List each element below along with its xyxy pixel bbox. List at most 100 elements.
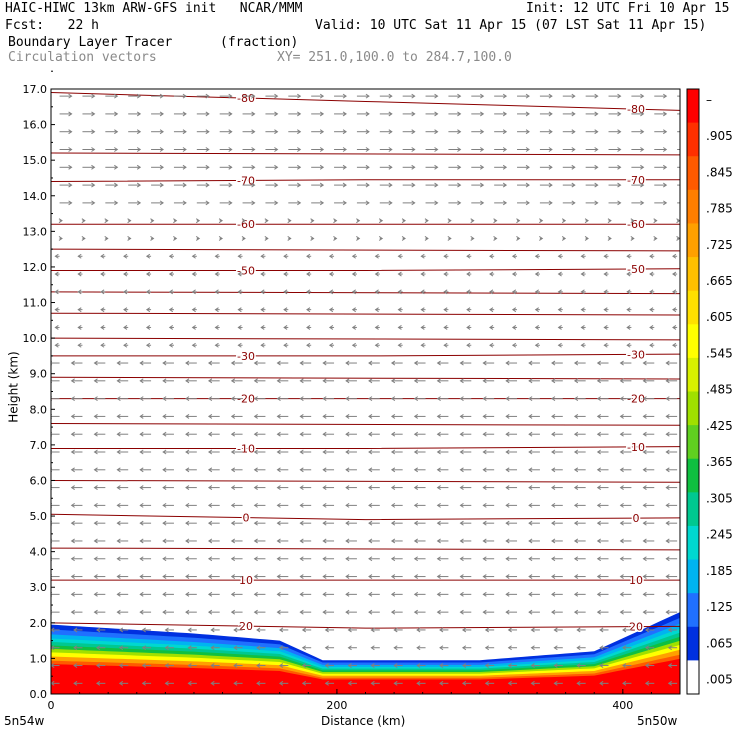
vector-arrow [534,253,540,259]
vector-arrow [145,342,152,348]
vector-arrow [173,182,187,188]
vector-arrow [283,253,289,259]
vector-arrow [557,342,563,348]
vector-arrow [187,627,197,633]
vector-arrow [642,556,655,562]
vector-arrow [493,236,498,241]
vector-arrow [425,147,439,152]
vector-arrow [100,307,106,313]
vector-arrow [631,164,645,170]
vector-arrow [466,271,472,277]
temperature-contours: -80-80-70 -70-60 -60-50 -50-30 -30-20 -20-10-… [51,91,680,635]
vector-arrow [196,93,210,99]
vector-arrow [603,271,609,277]
vector-arrow [551,396,563,402]
vector-arrow [260,342,266,348]
vector-arrow [356,164,370,170]
vector-arrow [368,413,380,419]
vector-arrow [424,236,429,241]
colorbar-label: .005 [706,673,733,687]
vector-arrow [207,396,220,402]
vector-arrow [642,431,655,437]
vector-arrow [619,449,632,455]
vector-arrow [145,325,152,330]
vector-arrow [230,574,243,579]
vector-arrow [517,93,530,99]
vector-arrow [608,111,622,117]
vector-arrow [517,200,530,206]
vector-arrow [471,93,485,99]
vector-arrow [596,520,609,526]
vector-arrow [168,271,174,277]
vector-arrow [580,342,586,348]
vector-arrow [276,431,289,437]
vector-arrow [573,396,586,402]
vector-arrow [356,93,370,99]
x-tick-label: 0 [48,699,55,712]
vector-arrow [96,627,106,633]
vector-arrow [260,307,266,313]
vector-arrow [93,360,106,366]
vector-arrow [528,378,540,384]
vector-arrow [505,431,518,437]
vector-arrow [288,147,302,152]
vector-arrow [596,360,609,366]
colorbar-label: .725 [706,238,733,252]
vector-arrow [328,289,335,295]
vector-arrow [283,307,289,313]
vector-arrow [173,236,178,241]
vector-arrow [642,360,655,366]
vector-arrow [459,609,472,615]
vector-arrow [139,556,152,562]
vector-arrow [580,325,586,330]
vector-arrow [311,164,325,170]
vector-arrow [311,93,325,99]
vector-arrow [322,485,335,491]
vector-arrow [534,342,540,348]
vector-arrow [471,200,485,206]
vector-arrow [642,396,655,402]
vector-arrow [93,520,106,526]
vector-arrow [562,93,576,99]
vector-arrow [334,164,347,170]
vector-arrow [368,502,380,508]
vector-arrow [494,164,508,170]
vector-arrow [424,218,429,224]
vector-arrow [276,538,289,544]
y-tick-label: 15.0 [23,154,48,167]
vector-arrow [219,111,233,117]
vector-arrow [218,218,223,224]
vector-arrow [505,591,518,597]
vector-arrow [665,591,678,597]
vector-arrow [665,538,678,544]
contour-line-extra-1 [51,248,680,252]
vector-arrow [436,574,449,579]
vector-arrow [528,520,540,526]
vector-arrow [573,502,586,508]
vector-arrow [345,449,357,455]
vector-arrow [233,663,243,668]
y-tick-label: 7.0 [30,439,48,452]
vector-arrow [580,289,586,295]
vector-arrow [459,413,472,419]
vector-arrow [413,360,426,366]
vector-arrow [283,325,289,330]
vector-arrow [484,680,495,686]
vector-arrow [557,271,563,277]
vector-arrow [459,520,472,526]
vector-arrow [283,271,289,277]
vector-arrow [517,129,530,135]
vector-arrow [436,502,449,508]
vector-arrow [557,253,563,259]
vector-arrow [164,663,174,668]
vector-arrow [233,680,243,686]
vector-arrow [585,182,599,188]
vector-arrow [443,253,449,259]
vector-arrow [214,289,220,295]
vector-arrow [368,520,380,526]
vector-arrow [214,325,220,330]
vector-arrow [141,680,152,686]
vector-arrow [619,431,632,437]
vector-arrow [393,680,403,686]
vector-arrow [580,253,586,259]
